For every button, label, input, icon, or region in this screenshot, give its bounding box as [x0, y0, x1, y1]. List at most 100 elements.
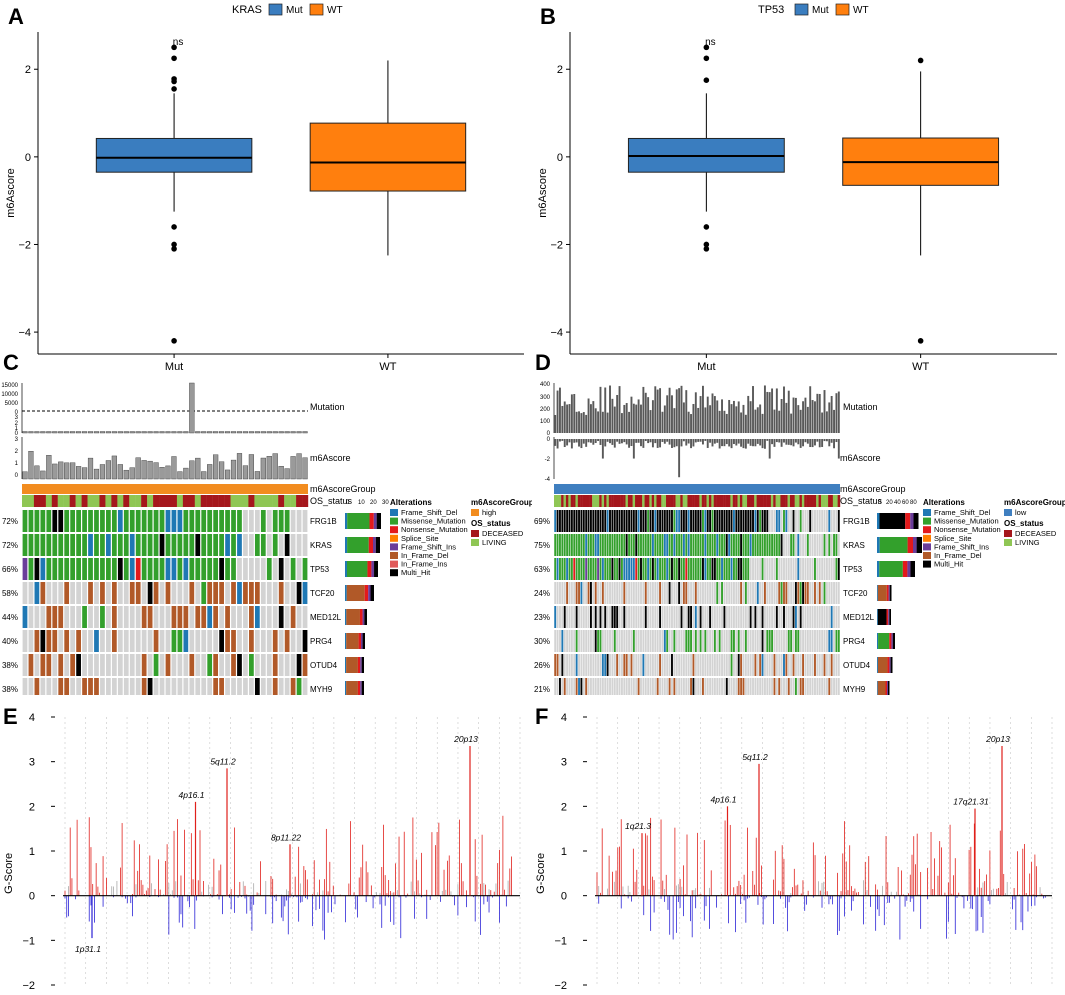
oncoprint-cell [809, 630, 812, 652]
oncoprint-cell [623, 558, 626, 580]
oncoprint-row-prg4 [554, 630, 840, 652]
oncoprint-cell [690, 654, 692, 676]
oncoprint-cell [771, 654, 774, 676]
oncoprint-cell [141, 606, 147, 628]
oncoprint-cell [117, 606, 123, 628]
status-cell [22, 495, 29, 507]
oncoprint-cell [761, 558, 764, 580]
status-cell [592, 495, 595, 507]
oncoprint-cell [183, 582, 189, 604]
oncoprint-cell [123, 534, 129, 556]
oncoprint-cell [783, 654, 785, 676]
oncoprint-cell [811, 510, 814, 532]
oncoprint-cell [34, 534, 40, 556]
oncoprint-cell [635, 558, 638, 580]
oncoprint-cell [678, 534, 681, 556]
mutation-bar [76, 431, 82, 434]
oncoprint-row-tp53 [22, 558, 308, 580]
oncoprint-cell [766, 678, 769, 695]
gene-name: TP53 [843, 565, 863, 574]
oncoprint-cell [771, 510, 774, 532]
oncoprint-cell [656, 606, 659, 628]
oncoprint-cell [787, 654, 790, 676]
oncoprint-cell [749, 534, 752, 556]
oncoprint-cell [284, 582, 290, 604]
oncoprint-cell [649, 606, 652, 628]
legend-label-wt: WT [327, 5, 343, 16]
score-bar [775, 439, 778, 443]
oncoprint-cell [249, 654, 254, 676]
oncoprint-cell [754, 630, 757, 652]
oncoprint-cell [778, 582, 781, 604]
oncoprint-cell [802, 582, 804, 604]
oncoprint-cell [566, 534, 569, 556]
mutation-bar [721, 399, 723, 433]
rowbar-segment [888, 585, 890, 601]
mutation-bar [290, 431, 296, 434]
oncoprint-cell [590, 678, 592, 695]
rowbar-segment [879, 513, 906, 529]
oncoprint-cell [661, 654, 664, 676]
oncoprint-cell [780, 582, 783, 604]
mutation-bar [790, 413, 793, 433]
oncoprint-cell [663, 510, 666, 532]
oncoprint-cell [833, 678, 835, 695]
status-cell [147, 495, 154, 507]
mutation-bar [159, 431, 165, 434]
mutation-bar [690, 414, 692, 433]
status-cell [694, 495, 698, 507]
oncoprint-cell [554, 534, 557, 556]
oncoprint-cell [616, 558, 619, 580]
oncoprint-cell [759, 534, 762, 556]
oncoprint-cell [568, 534, 571, 556]
oncoprint-cell [642, 558, 645, 580]
oncoprint-cell [559, 582, 561, 604]
oncoprint-cell [661, 630, 664, 652]
mutation-bar [578, 411, 580, 433]
gene-percent: 38% [2, 661, 18, 670]
oncoprint-cell [802, 534, 804, 556]
score-bar [183, 467, 189, 480]
oncoprint-cell [613, 678, 616, 695]
oncoprint-cell [790, 678, 793, 695]
oncoprint-cell [592, 510, 595, 532]
oncoprint-cell [821, 582, 824, 604]
oncoprint-cell [609, 558, 611, 580]
oncoprint-cell [625, 654, 628, 676]
oncoprint-cell [794, 510, 797, 532]
oncoprint-cell [730, 654, 733, 676]
oncoprint-cell [153, 534, 159, 556]
oncoprint-cell [254, 606, 260, 628]
mutation-bar [260, 431, 266, 434]
oncoprint-cell [575, 654, 578, 676]
outlier-point [171, 224, 177, 230]
oncoprint-cell [763, 630, 766, 652]
oncoprint-cell [802, 606, 804, 628]
oncoprint-cell [663, 558, 666, 580]
mutation-bar [93, 431, 100, 434]
oncoprint-cell [702, 678, 704, 695]
oncoprint-cell [740, 558, 743, 580]
oncoprint-cell [823, 534, 826, 556]
status-cell [284, 495, 291, 507]
oncoprint-cell [117, 534, 123, 556]
oncoprint-cell [706, 558, 709, 580]
status-cell [718, 495, 722, 507]
rowbar-otud4 [877, 657, 893, 673]
oncoprint-cell [570, 582, 573, 604]
oncoprint-cell [568, 654, 571, 676]
oncoprint-cell [828, 606, 831, 628]
oncoprint-cell [302, 534, 308, 556]
oncoprint-cell [630, 678, 633, 695]
score-bar [797, 439, 800, 445]
oncoprint-cell [219, 558, 224, 580]
status-cell [704, 495, 707, 507]
oncoprint-cell [828, 582, 831, 604]
oncoprint-cell [575, 678, 578, 695]
legend-swatch [1004, 530, 1012, 537]
score-bar [682, 439, 685, 442]
score-bar [260, 457, 266, 480]
oncoprint-cell [749, 654, 752, 676]
oncoprint-cell [794, 678, 797, 695]
oncoprint-cell [783, 606, 785, 628]
